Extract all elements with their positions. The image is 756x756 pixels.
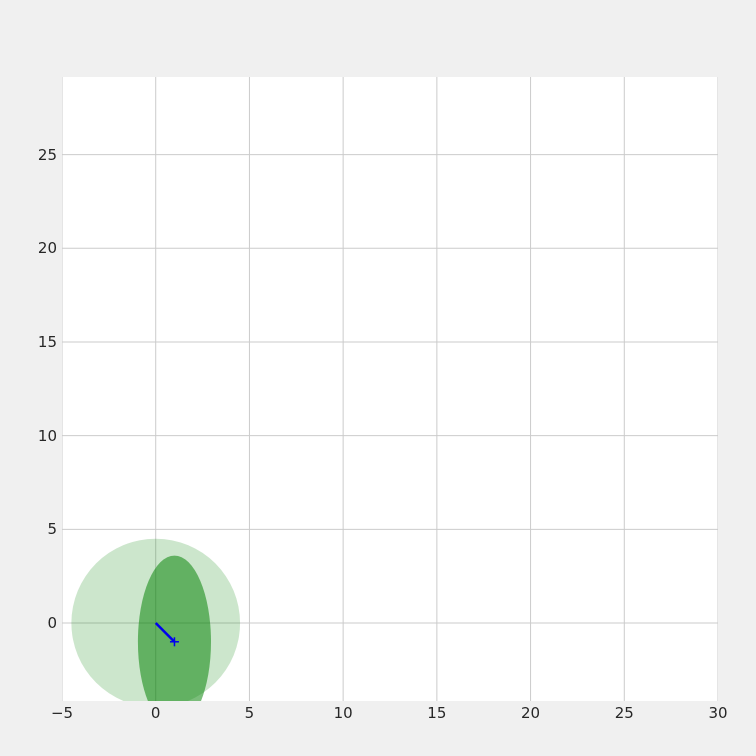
plot-canvas [62,77,718,701]
plot-area [62,77,718,701]
y-tick-label: 10 [37,426,57,445]
x-tick-label: 0 [150,704,161,722]
inner-confidence-ellipse [137,555,211,701]
x-tick-label: 20 [521,704,541,722]
y-tick-label: 0 [47,614,57,633]
x-tick-label: 5 [244,704,255,722]
x-tick-label: 25 [614,704,634,722]
x-tick-label: 30 [708,704,728,722]
x-tick-label: 15 [427,704,447,722]
y-tick-label: 20 [37,239,57,258]
y-tick-label: 5 [47,520,57,539]
x-tick-label: −5 [50,704,74,722]
y-tick-label: 25 [37,145,57,164]
trajectory-line [154,622,176,643]
x-tick-label: 10 [333,704,353,722]
y-tick-label: 15 [37,332,57,351]
